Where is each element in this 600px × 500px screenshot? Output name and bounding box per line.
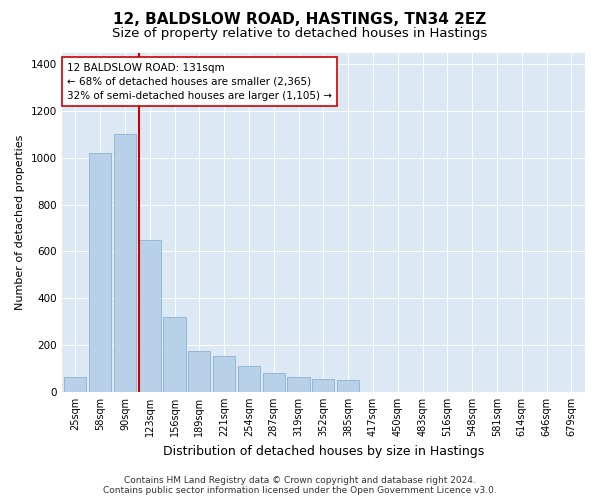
Text: Contains HM Land Registry data © Crown copyright and database right 2024.
Contai: Contains HM Land Registry data © Crown c… <box>103 476 497 495</box>
Bar <box>238 366 260 392</box>
Text: Size of property relative to detached houses in Hastings: Size of property relative to detached ho… <box>112 28 488 40</box>
Text: 12, BALDSLOW ROAD, HASTINGS, TN34 2EZ: 12, BALDSLOW ROAD, HASTINGS, TN34 2EZ <box>113 12 487 28</box>
Bar <box>287 376 310 392</box>
Text: 12 BALDSLOW ROAD: 131sqm
← 68% of detached houses are smaller (2,365)
32% of sem: 12 BALDSLOW ROAD: 131sqm ← 68% of detach… <box>67 62 332 100</box>
X-axis label: Distribution of detached houses by size in Hastings: Distribution of detached houses by size … <box>163 444 484 458</box>
Bar <box>163 317 185 392</box>
Bar <box>114 134 136 392</box>
Bar <box>89 153 111 392</box>
Bar <box>213 356 235 392</box>
Bar <box>188 351 211 392</box>
Bar <box>64 376 86 392</box>
Bar <box>312 379 334 392</box>
Bar <box>337 380 359 392</box>
Bar <box>263 373 285 392</box>
Y-axis label: Number of detached properties: Number of detached properties <box>15 134 25 310</box>
Bar <box>139 240 161 392</box>
